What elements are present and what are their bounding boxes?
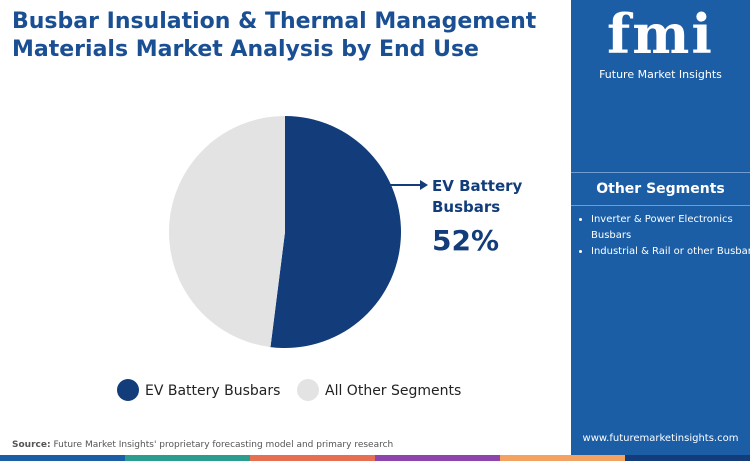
pie-slice: [169, 116, 285, 348]
brand: Future Market Insights: [599, 68, 722, 81]
website: www.futuremarketinsights.com: [582, 433, 739, 444]
chart-title: Busbar Insulation & Thermal Management M…: [12, 9, 537, 62]
value-label: 52%: [432, 224, 500, 257]
pie-slice: [270, 116, 402, 348]
source: Source: Future Market Insights' propriet…: [12, 440, 393, 450]
legend-swatch: [297, 379, 319, 401]
source-label: Source:: [12, 440, 51, 450]
source-text: Future Market Insights' proprietary fore…: [53, 440, 394, 450]
sidebar-item: Inverter & Power Electronics Busbars: [591, 212, 750, 244]
legend-label: EV Battery Busbars: [145, 383, 280, 399]
logo: fmi: [607, 2, 714, 66]
callout-arrowhead: [420, 180, 428, 190]
callout: EV Battery Busbars 52%: [432, 176, 552, 257]
chart: EV Battery Busbars All Other Segments: [117, 116, 461, 401]
legend-swatch: [117, 379, 139, 401]
color-strip: [0, 455, 750, 461]
sidebar-item: Industrial & Rail or other Busbars: [591, 244, 750, 260]
sidebar-list: Inverter & Power Electronics Busbars Ind…: [577, 212, 750, 260]
sidebar: fmi Future Market Insights Other Segment…: [571, 0, 750, 455]
sidebar-heading: Other Segments: [571, 172, 750, 206]
callout-label: EV Battery Busbars: [432, 177, 523, 216]
legend-label: All Other Segments: [325, 383, 461, 399]
